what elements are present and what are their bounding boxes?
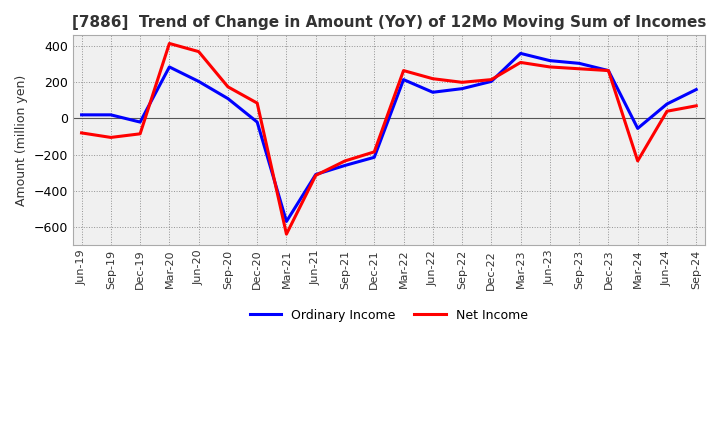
Net Income — [487, 77, 495, 82]
Line: Ordinary Income: Ordinary Income — [81, 53, 696, 221]
Ordinary Income — [458, 86, 467, 91]
Ordinary Income — [165, 64, 174, 70]
Ordinary Income — [253, 119, 261, 125]
Net Income — [604, 68, 613, 73]
Net Income — [253, 100, 261, 106]
Ordinary Income — [370, 155, 379, 160]
Net Income — [516, 60, 525, 65]
Ordinary Income — [487, 79, 495, 84]
Net Income — [165, 41, 174, 46]
Net Income — [370, 149, 379, 154]
Ordinary Income — [428, 90, 437, 95]
Ordinary Income — [224, 96, 233, 101]
Net Income — [399, 68, 408, 73]
Y-axis label: Amount (million yen): Amount (million yen) — [15, 74, 28, 206]
Ordinary Income — [399, 77, 408, 82]
Net Income — [575, 66, 583, 71]
Net Income — [312, 173, 320, 178]
Net Income — [546, 64, 554, 70]
Net Income — [634, 158, 642, 164]
Ordinary Income — [282, 219, 291, 224]
Net Income — [341, 158, 349, 164]
Ordinary Income — [634, 126, 642, 131]
Net Income — [77, 130, 86, 136]
Ordinary Income — [516, 51, 525, 56]
Ordinary Income — [604, 68, 613, 73]
Ordinary Income — [575, 61, 583, 66]
Ordinary Income — [341, 163, 349, 168]
Line: Net Income: Net Income — [81, 44, 696, 234]
Net Income — [224, 84, 233, 89]
Title: [7886]  Trend of Change in Amount (YoY) of 12Mo Moving Sum of Incomes: [7886] Trend of Change in Amount (YoY) o… — [72, 15, 706, 30]
Ordinary Income — [77, 112, 86, 117]
Net Income — [107, 135, 115, 140]
Net Income — [692, 103, 701, 108]
Ordinary Income — [194, 79, 203, 84]
Ordinary Income — [546, 58, 554, 63]
Net Income — [194, 49, 203, 54]
Ordinary Income — [136, 119, 145, 125]
Legend: Ordinary Income, Net Income: Ordinary Income, Net Income — [245, 304, 533, 327]
Net Income — [458, 80, 467, 85]
Ordinary Income — [107, 112, 115, 117]
Net Income — [282, 231, 291, 237]
Net Income — [662, 109, 671, 114]
Net Income — [136, 131, 145, 136]
Ordinary Income — [312, 172, 320, 177]
Ordinary Income — [692, 87, 701, 92]
Ordinary Income — [662, 101, 671, 106]
Net Income — [428, 76, 437, 81]
